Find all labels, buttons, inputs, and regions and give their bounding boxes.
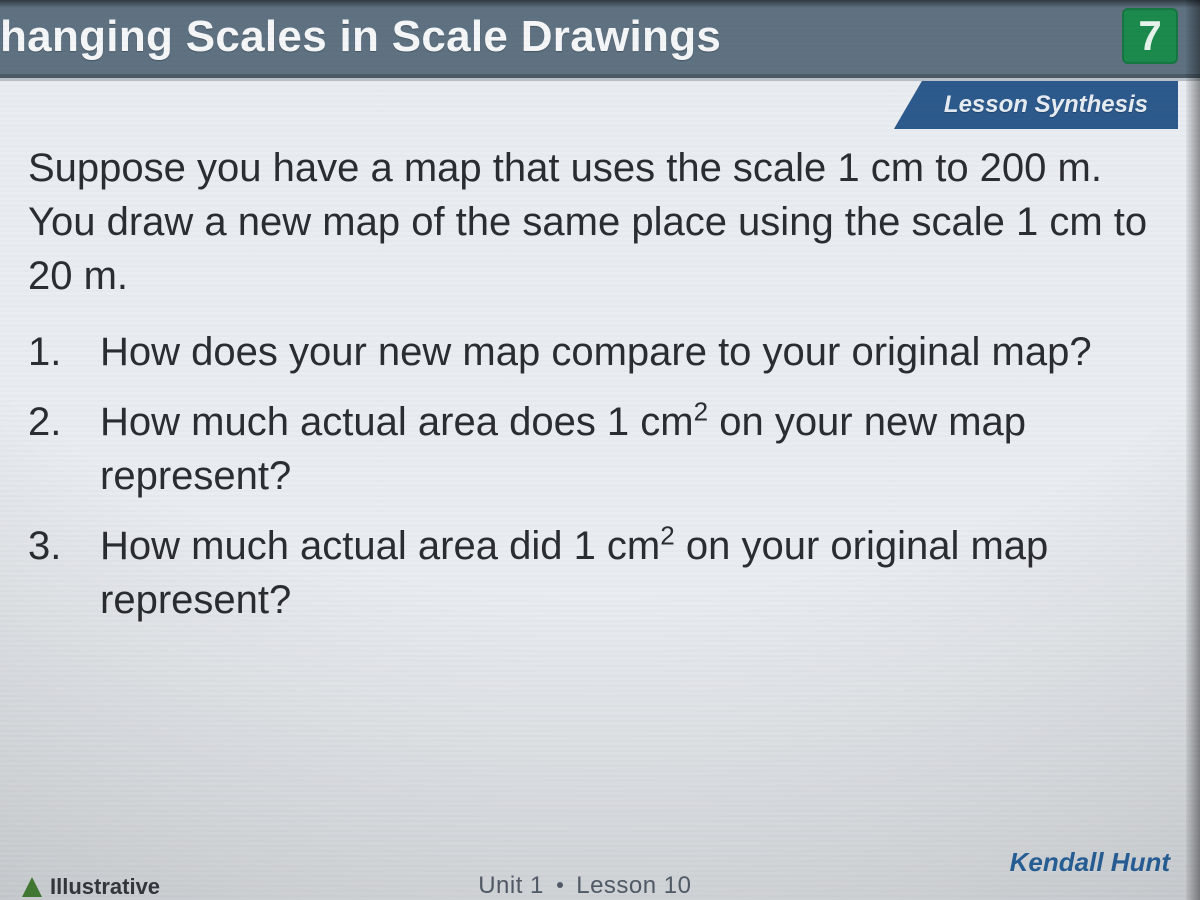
question-text: How much actual area does 1 cm2 on your … bbox=[100, 400, 1026, 498]
publisher-label: Kendall Hunt bbox=[1010, 847, 1170, 878]
bezel-right bbox=[1186, 0, 1200, 900]
tab-row: Lesson Synthesis bbox=[0, 81, 1200, 133]
illustrative-brand: Illustrative bbox=[22, 874, 160, 900]
question-list: How does your new map compare to your or… bbox=[28, 325, 1158, 627]
slide: hanging Scales in Scale Drawings 7 Lesso… bbox=[0, 0, 1200, 900]
grade-badge: 7 bbox=[1122, 8, 1178, 64]
unit-lesson: Unit 1 Lesson 10 bbox=[160, 872, 1010, 900]
question-item: How much actual area did 1 cm2 on your o… bbox=[28, 519, 1158, 627]
question-item: How much actual area does 1 cm2 on your … bbox=[28, 395, 1158, 503]
separator-dot-icon bbox=[557, 882, 563, 888]
lesson-synthesis-tab: Lesson Synthesis bbox=[894, 81, 1178, 129]
question-text: How much actual area did 1 cm2 on your o… bbox=[100, 524, 1048, 622]
grade-badge-text: 7 bbox=[1138, 12, 1161, 60]
im-logo-icon bbox=[22, 877, 42, 897]
lesson-text: Lesson 10 bbox=[576, 872, 691, 899]
intro-paragraph: Suppose you have a map that uses the sca… bbox=[28, 141, 1158, 303]
question-item: How does your new map compare to your or… bbox=[28, 325, 1158, 379]
footer: Illustrative Unit 1 Lesson 10 Kendall Hu… bbox=[0, 852, 1200, 900]
lesson-synthesis-label: Lesson Synthesis bbox=[944, 91, 1148, 118]
content-area: Suppose you have a map that uses the sca… bbox=[0, 133, 1200, 627]
unit-text: Unit 1 bbox=[478, 872, 544, 899]
bezel-top bbox=[0, 0, 1200, 8]
question-text: How does your new map compare to your or… bbox=[100, 330, 1092, 374]
header-bar: hanging Scales in Scale Drawings 7 bbox=[0, 0, 1200, 78]
illustrative-label: Illustrative bbox=[50, 874, 160, 900]
page-title: hanging Scales in Scale Drawings bbox=[0, 12, 721, 62]
